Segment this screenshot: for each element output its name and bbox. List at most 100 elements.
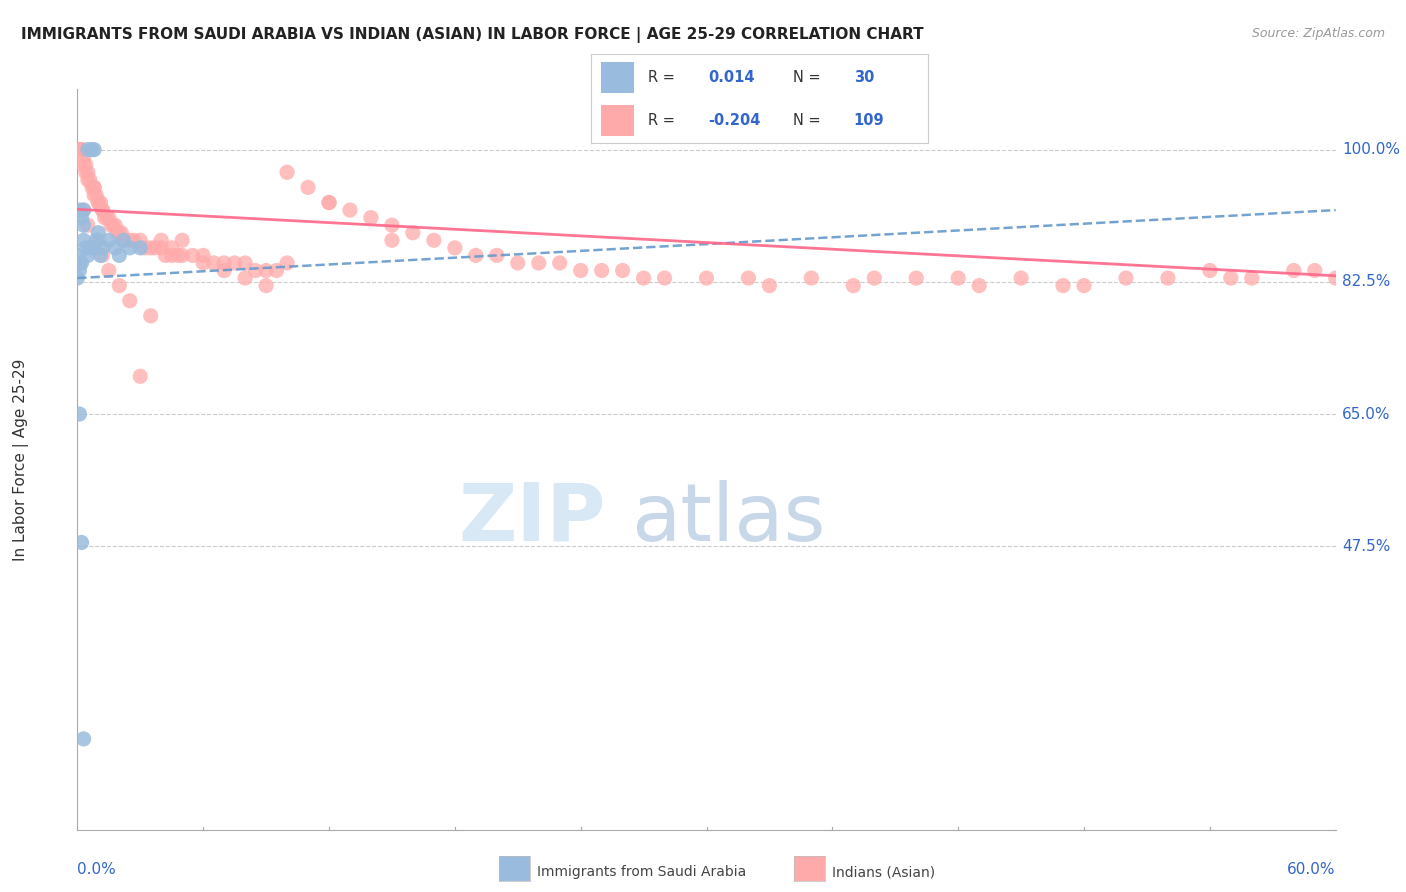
Point (591, 263, 613, 277)
Point (67, 143, 90, 157)
Point (67, 407, 90, 421)
Point (172, 248, 194, 262)
Point (905, 271, 928, 285)
Point (104, 218, 127, 232)
Point (67, 143, 90, 157)
Point (104, 241, 127, 255)
Text: R =: R = (648, 70, 679, 85)
Text: 30: 30 (853, 70, 875, 85)
Point (1073, 278, 1095, 293)
Point (91, 248, 114, 262)
Point (276, 256, 298, 270)
Point (527, 256, 550, 270)
Point (423, 233, 446, 247)
Point (118, 241, 141, 255)
Point (129, 233, 152, 247)
Point (108, 248, 131, 262)
Point (1157, 271, 1180, 285)
Point (70, 256, 93, 270)
Point (155, 248, 177, 262)
Point (89, 248, 111, 262)
Point (112, 233, 135, 247)
Bar (600, 62, 634, 93)
Point (76, 143, 98, 157)
Point (67, 263, 90, 277)
Point (72, 218, 94, 232)
Point (80, 143, 103, 157)
Point (172, 233, 194, 247)
Point (276, 165, 298, 179)
Point (863, 271, 886, 285)
Point (160, 241, 183, 255)
Text: Indians (Asian): Indians (Asian) (832, 865, 935, 880)
Text: 47.5%: 47.5% (1341, 539, 1391, 554)
Point (1240, 271, 1263, 285)
Point (381, 233, 404, 247)
Point (948, 271, 970, 285)
Point (381, 218, 404, 232)
Point (1199, 263, 1222, 277)
Point (191, 256, 215, 270)
Point (129, 241, 152, 255)
Point (108, 278, 131, 293)
Point (233, 256, 256, 270)
Point (1010, 271, 1032, 285)
Text: R =: R = (648, 113, 679, 128)
Point (134, 241, 156, 255)
Text: 109: 109 (853, 113, 884, 128)
Point (212, 263, 235, 277)
Text: -0.204: -0.204 (709, 113, 761, 128)
Text: ZIP: ZIP (458, 480, 606, 558)
Point (1052, 278, 1074, 293)
Point (318, 195, 340, 210)
Point (548, 256, 571, 270)
Bar (600, 105, 634, 136)
Point (76, 165, 98, 179)
Point (402, 226, 425, 240)
Point (842, 278, 865, 293)
Point (485, 248, 508, 262)
Point (97, 211, 120, 225)
Point (79, 173, 101, 187)
Point (1303, 263, 1326, 277)
Point (139, 309, 162, 323)
Point (191, 248, 215, 262)
Point (506, 256, 529, 270)
Point (633, 271, 655, 285)
Point (70, 535, 93, 549)
Text: 65.0%: 65.0% (1341, 407, 1391, 422)
Point (758, 278, 780, 293)
Point (118, 293, 141, 308)
Point (72, 731, 94, 746)
Point (87, 195, 110, 210)
Point (79, 241, 101, 255)
Point (212, 256, 235, 270)
Point (143, 241, 166, 255)
Point (72, 233, 94, 247)
Point (254, 263, 277, 277)
Point (76, 173, 98, 187)
Point (76, 248, 98, 262)
Point (1324, 271, 1347, 285)
Point (97, 233, 120, 247)
Point (100, 218, 122, 232)
Point (72, 203, 94, 218)
Text: atlas: atlas (631, 480, 825, 558)
Point (224, 256, 246, 270)
Text: IMMIGRANTS FROM SAUDI ARABIA VS INDIAN (ASIAN) IN LABOR FORCE | AGE 25-29 CORREL: IMMIGRANTS FROM SAUDI ARABIA VS INDIAN (… (21, 27, 924, 43)
Point (72, 203, 94, 218)
Point (75, 165, 97, 179)
Point (167, 248, 190, 262)
Point (67, 203, 90, 218)
Point (83, 188, 105, 202)
Point (122, 233, 145, 247)
Point (654, 271, 676, 285)
Point (110, 226, 132, 240)
Point (150, 233, 173, 247)
Text: N =: N = (793, 70, 825, 85)
Point (70, 143, 93, 157)
Point (75, 158, 97, 172)
Point (87, 195, 110, 210)
Text: 100.0%: 100.0% (1341, 142, 1400, 157)
Point (75, 241, 97, 255)
